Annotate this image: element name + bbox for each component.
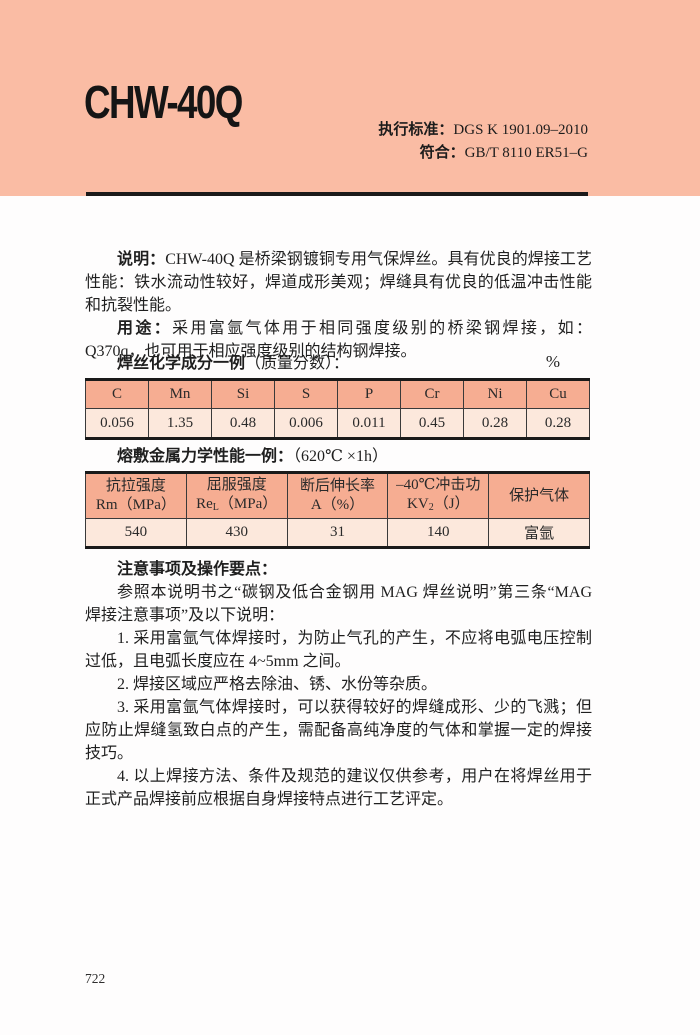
mech-header-symbol: KV2（J） bbox=[407, 495, 470, 513]
description-label: 说明： bbox=[117, 251, 166, 268]
mech-value-cell: 430 bbox=[185, 518, 288, 548]
mech-header-symbol: A（%） bbox=[310, 497, 365, 513]
chem-value-cell: 0.006 bbox=[274, 408, 338, 439]
mech-value-row: 540 430 31 140 富氩 bbox=[85, 518, 590, 548]
notes-section: 注意事项及操作要点： 参照本说明书之“碳钢及低合金钢用 MAG 焊丝说明”第三条… bbox=[85, 558, 592, 811]
chem-table-caption: 焊丝化学成分一例（质量分数）： % bbox=[85, 352, 592, 374]
mech-value-cell: 富氩 bbox=[488, 518, 590, 548]
note-item: 4. 以上焊接方法、条件及规范的建议仅供参考，用户在将焊丝用于正式产品焊接前应根… bbox=[85, 768, 592, 808]
chem-header-cell: Ni bbox=[463, 379, 527, 409]
conform-value: GB/T 8110 ER51–G bbox=[464, 144, 588, 161]
mech-header-cn: 抗拉强度 bbox=[105, 478, 166, 494]
usage-text: 采用富氩气体用于相同强度级别的桥梁钢焊接，如：Q370q，也可用于相应强度级别的… bbox=[85, 320, 592, 360]
note-item: 3. 采用富氩气体焊接时，可以获得较好的焊缝成形、少的飞溅；但应防止焊缝氢致白点… bbox=[85, 699, 592, 762]
description-paragraph: 说明：CHW-40Q 是桥梁钢镀铜专用气保焊丝。具有优良的焊接工艺性能：铁水流动… bbox=[85, 248, 592, 317]
standard-line: 执行标准：DGS K 1901.09–2010 bbox=[378, 119, 588, 142]
chem-value-cell: 0.28 bbox=[463, 408, 527, 439]
usage-paragraph: 用途：采用富氩气体用于相同强度级别的桥梁钢焊接，如：Q370q，也可用于相应强度… bbox=[85, 317, 592, 363]
chem-value-cell: 0.011 bbox=[337, 408, 401, 439]
chem-header-row: C Mn Si S P Cr Ni Cu bbox=[85, 379, 590, 409]
notes-intro: 参照本说明书之“碳钢及低合金钢用 MAG 焊丝说明”第三条“MAG 焊接注意事项… bbox=[85, 584, 592, 624]
mech-header-symbol: ReL（MPa） bbox=[196, 495, 278, 513]
chem-header-cell: Si bbox=[211, 379, 275, 409]
chemical-composition-table: C Mn Si S P Cr Ni Cu 0.056 1.35 0.48 0.0… bbox=[85, 378, 590, 440]
notes-heading: 注意事项及操作要点： bbox=[117, 561, 278, 578]
intro-section: 说明：CHW-40Q 是桥梁钢镀铜专用气保焊丝。具有优良的焊接工艺性能：铁水流动… bbox=[85, 248, 592, 363]
page-number: 722 bbox=[85, 971, 106, 986]
chem-caption-bold: 焊丝化学成分一例 bbox=[117, 355, 246, 372]
mech-value-cell: 31 bbox=[286, 518, 389, 548]
mech-header-cn: 断后伸长率 bbox=[299, 478, 375, 494]
conform-line: 符合：GB/T 8110 ER51–G bbox=[378, 142, 588, 165]
note-item: 1. 采用富氩气体焊接时，为防止气孔的产生，不应将电弧电压控制过低，且电弧长度应… bbox=[85, 630, 592, 670]
chem-header-cell: Cu bbox=[526, 379, 590, 409]
chem-caption-rest: （质量分数）： bbox=[245, 355, 350, 372]
mech-header-cell: 保护气体 bbox=[488, 472, 590, 519]
mech-header-cn: –40℃冲击功 bbox=[396, 476, 481, 493]
mech-header-cell: 断后伸长率 A（%） bbox=[286, 472, 389, 519]
chem-header-cell: Cr bbox=[400, 379, 464, 409]
mechanical-properties-table: 抗拉强度 Rm（MPa） 屈服强度 ReL（MPa） 断后伸长率 A（%） –4… bbox=[85, 471, 590, 549]
mech-caption-text: 熔敷金属力学性能一例：（620℃ ×1h） bbox=[117, 448, 388, 465]
chem-value-cell: 0.056 bbox=[85, 408, 149, 439]
chem-value-cell: 0.28 bbox=[526, 408, 590, 439]
standard-value: DGS K 1901.09–2010 bbox=[453, 122, 588, 138]
chem-value-cell: 1.35 bbox=[148, 408, 212, 439]
standard-label: 执行标准： bbox=[378, 121, 454, 138]
standards-block: 执行标准：DGS K 1901.09–2010 符合：GB/T 8110 ER5… bbox=[378, 119, 588, 164]
mech-header-cell: –40℃冲击功 KV2（J） bbox=[387, 472, 490, 519]
mech-header-cell: 抗拉强度 Rm（MPa） bbox=[85, 472, 187, 519]
header-band: CHW-40Q 执行标准：DGS K 1901.09–2010 符合：GB/T … bbox=[0, 0, 700, 196]
chem-caption-text: 焊丝化学成分一例（质量分数）： bbox=[117, 355, 349, 372]
conform-label: 符合： bbox=[419, 143, 465, 161]
mech-table-caption: 熔敷金属力学性能一例：（620℃ ×1h） bbox=[85, 447, 592, 467]
chem-value-cell: 0.45 bbox=[400, 408, 464, 439]
header-rule bbox=[86, 192, 588, 196]
mech-header-cn: 保护气体 bbox=[509, 487, 570, 504]
mech-header-symbol: Rm（MPa） bbox=[95, 497, 176, 513]
note-item: 2. 焊接区域应严格去除油、锈、水份等杂质。 bbox=[117, 676, 438, 693]
mech-caption-rest: （620℃ ×1h） bbox=[293, 448, 388, 465]
chem-header-cell: P bbox=[337, 379, 401, 409]
product-title: CHW-40Q bbox=[84, 76, 243, 128]
mech-value-cell: 140 bbox=[387, 518, 490, 548]
mech-header-row: 抗拉强度 Rm（MPa） 屈服强度 ReL（MPa） 断后伸长率 A（%） –4… bbox=[85, 472, 590, 519]
mech-header-cell: 屈服强度 ReL（MPa） bbox=[185, 472, 288, 519]
chem-value-row: 0.056 1.35 0.48 0.006 0.011 0.45 0.28 0.… bbox=[85, 408, 590, 439]
chem-value-cell: 0.48 bbox=[211, 408, 275, 439]
chem-header-cell: Mn bbox=[148, 379, 212, 409]
chem-unit-label: % bbox=[545, 352, 560, 371]
mech-header-cn: 屈服强度 bbox=[206, 476, 267, 493]
chem-header-cell: S bbox=[274, 379, 338, 409]
usage-label: 用途： bbox=[117, 320, 173, 337]
mech-value-cell: 540 bbox=[85, 518, 187, 548]
description-text: CHW-40Q 是桥梁钢镀铜专用气保焊丝。具有优良的焊接工艺性能：铁水流动性较好… bbox=[85, 251, 592, 314]
chem-header-cell: C bbox=[85, 379, 149, 409]
mech-caption-bold: 熔敷金属力学性能一例： bbox=[117, 448, 294, 465]
